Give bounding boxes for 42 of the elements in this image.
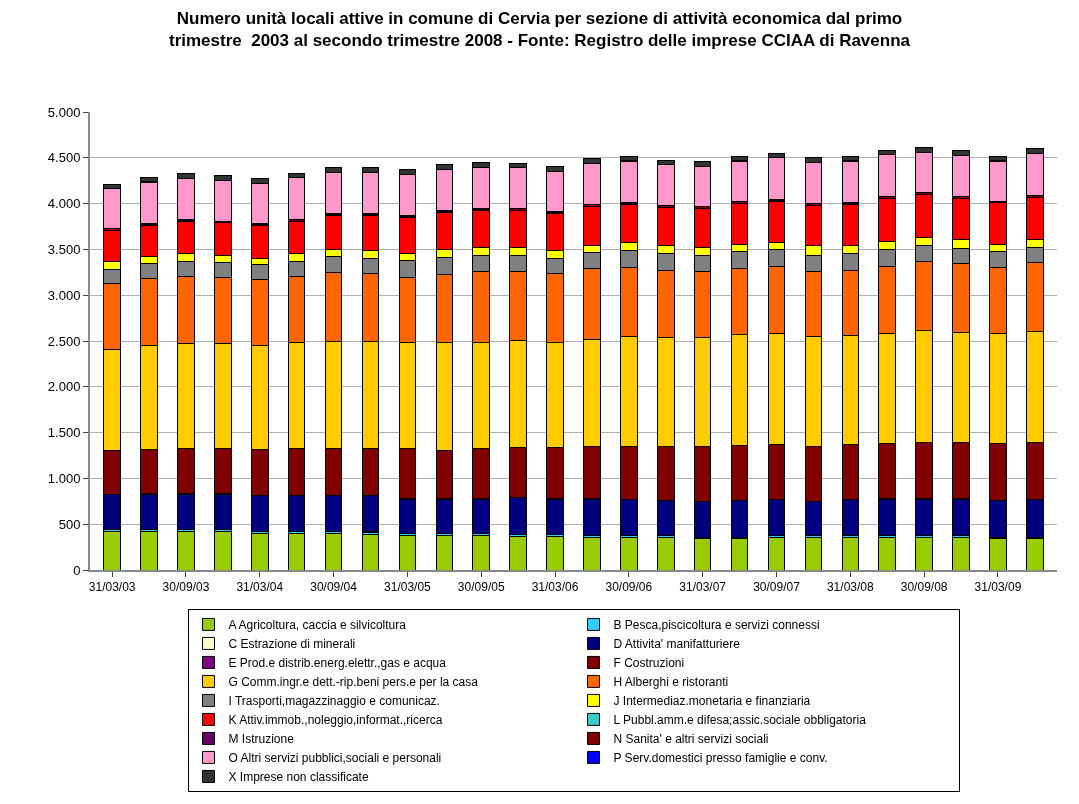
x-tick-label: 30/09/08: [900, 580, 948, 595]
legend-label: D Attivita' manifatturiere: [613, 637, 741, 652]
legend-label: B Pesca,piscicoltura e servizi connessi: [613, 618, 820, 633]
legend-label: H Alberghi e ristoranti: [613, 675, 729, 690]
x-tick-label: 31/03/07: [679, 580, 727, 595]
x-tick-label: 31/03/04: [236, 580, 284, 595]
legend-label: I Trasporti,magazzinaggio e comunicaz.: [228, 694, 440, 709]
y-tick-label: 500: [58, 516, 81, 532]
legend-label: J Intermediaz.monetaria e finanziaria: [613, 694, 811, 709]
legend-label: C Estrazione di minerali: [228, 637, 356, 652]
legend-label: E Prod.e distrib.energ.elettr.,gas e acqua: [228, 656, 447, 671]
legend-label: K Attiv.immob.,noleggio,informat.,ricerca: [228, 713, 443, 728]
x-tick-label: 30/09/07: [753, 580, 801, 595]
legend-label: L Pubbl.amm.e difesa;assic.sociale obbligatoria: [613, 713, 867, 728]
legend-label: F Costruzioni: [613, 656, 685, 671]
legend-label: A Agricoltura, caccia e silvicoltura: [228, 618, 407, 633]
y-tick-label: 0: [73, 562, 81, 578]
legend-label: G Comm.ingr.e dett.-rip.beni pers.e per la casa: [228, 675, 479, 690]
x-tick-label: 30/09/05: [457, 580, 505, 595]
x-tick-label: 31/03/06: [531, 580, 579, 595]
y-tick-label: 4.000: [47, 196, 81, 212]
x-tick-label: 31/03/09: [974, 580, 1022, 595]
y-tick-label: 2.500: [47, 333, 81, 349]
x-tick-label: 31/03/05: [384, 580, 432, 595]
y-tick-label: 4.500: [47, 150, 81, 166]
x-tick-label: 31/03/03: [88, 580, 136, 595]
legend-label: X Imprese non classificate: [228, 770, 369, 785]
legend-label: P Serv.domestici presso famiglie e conv.: [613, 751, 828, 766]
chart-title: Numero unità locali attive in comune di Cervia per sezione di attività economica dal primo trimestre 2003 al secondo trimestre 2008 - Fonte: Registro delle imprese CCIAA di Ravenna: [168, 9, 911, 51]
legend-label: O Altri servizi pubblici,sociali e personali: [228, 751, 442, 766]
y-tick-label: 5.000: [47, 104, 81, 120]
x-tick-label: 30/09/03: [162, 580, 210, 595]
y-tick-label: 2.000: [47, 379, 81, 395]
y-tick-label: 1.000: [47, 470, 81, 486]
x-tick-label: 30/09/06: [605, 580, 653, 595]
y-tick-label: 3.500: [47, 241, 81, 257]
legend-label: M Istruzione: [228, 732, 295, 747]
y-tick-label: 3.000: [47, 287, 81, 303]
x-tick-label: 31/03/08: [826, 580, 874, 595]
legend-label: N Sanita' e altri servizi sociali: [613, 732, 769, 747]
y-tick-label: 1.500: [47, 425, 81, 441]
x-tick-label: 30/09/04: [310, 580, 358, 595]
